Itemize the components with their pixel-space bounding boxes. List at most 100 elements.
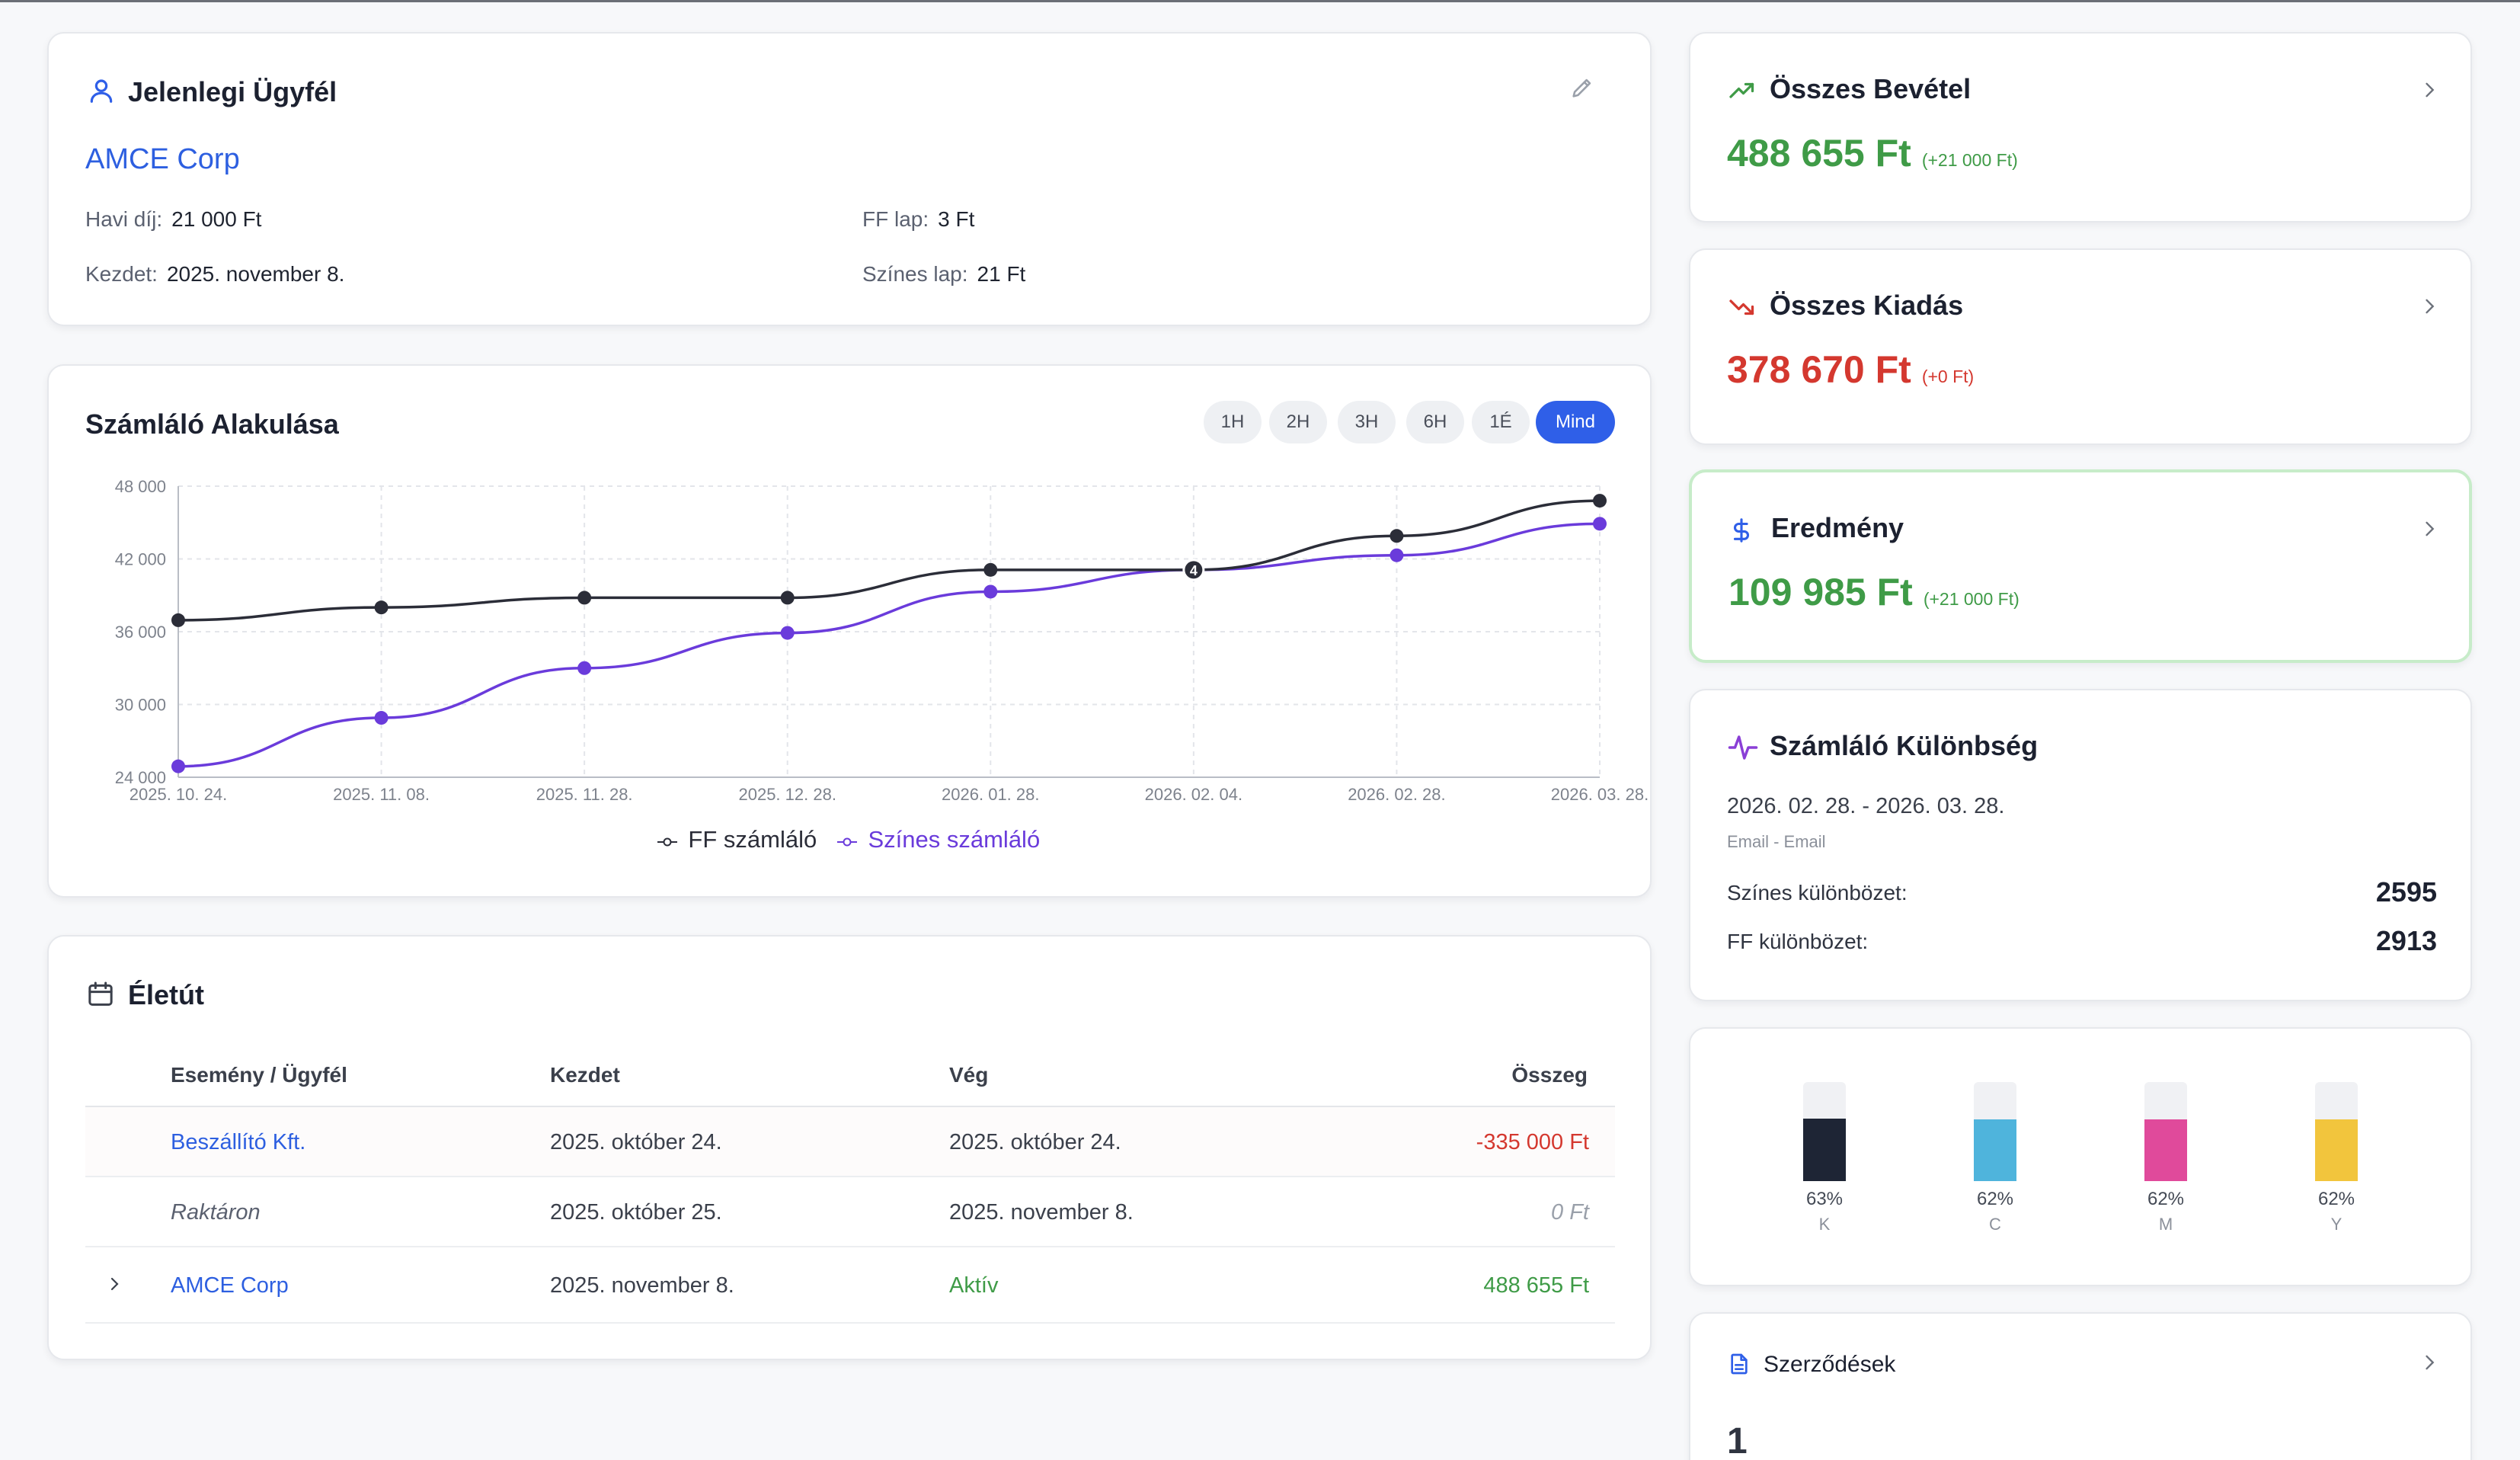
range-button-6h[interactable]: 6H xyxy=(1406,401,1464,443)
y-tick-label: 42 000 xyxy=(115,550,166,569)
income-value: 488 655 Ft (+21 000 Ft) xyxy=(1727,132,2018,174)
x-tick-label: 2026. 01. 28. xyxy=(942,785,1039,804)
event-end: 2025. november 8. xyxy=(949,1200,1134,1225)
x-tick-label: 2025. 10. 24. xyxy=(130,785,227,804)
dollar-icon xyxy=(1733,518,1749,543)
chevron-right-icon[interactable] xyxy=(2419,518,2440,539)
ink-c-fill xyxy=(1974,1119,2016,1181)
color-series-line xyxy=(177,522,1601,768)
ff-data-point xyxy=(1390,529,1404,543)
diff-source: Email - Email xyxy=(1727,832,1826,851)
ff-difference-row: FF különbözet: 2913 xyxy=(1727,925,2437,956)
result-card[interactable]: Eredmény 109 985 Ft (+21 000 Ft) xyxy=(1689,469,2472,663)
counter-line-chart: 24 000 30 000 36 000 42 000 48 000 2025. 10. … xyxy=(115,477,1649,804)
user-icon xyxy=(90,79,113,103)
event-name: Raktáron xyxy=(171,1200,261,1225)
counter-trend-card: Számláló Alakulása 1H 2H 3H 6H 1É Mind 2… xyxy=(47,364,1652,898)
ink-k-label: K xyxy=(1818,1215,1831,1234)
ff-data-point xyxy=(983,562,998,577)
range-button-3h[interactable]: 3H xyxy=(1338,401,1396,443)
ff-data-point xyxy=(171,613,185,627)
ink-c-label: C xyxy=(1989,1215,2001,1234)
event-end: 2025. október 24. xyxy=(949,1130,1121,1154)
ff-data-point xyxy=(780,591,795,605)
total-income-card[interactable]: Összes Bevétel 488 655 Ft (+21 000 Ft) xyxy=(1689,32,2472,223)
x-tick-label: 2025. 12. 28. xyxy=(738,785,836,804)
contract-start: Kezdet: 2025. november 8. xyxy=(85,262,345,286)
event-start: 2025. október 24. xyxy=(550,1130,722,1154)
chevron-right-icon[interactable] xyxy=(2419,1352,2440,1373)
lifecycle-title: Életút xyxy=(128,979,205,1010)
color-data-point xyxy=(171,759,185,773)
color-data-point xyxy=(1390,548,1404,562)
x-tick-label: 2026. 03. 28. xyxy=(1551,785,1649,804)
chevron-right-icon[interactable] xyxy=(105,1273,123,1295)
chevron-right-icon[interactable] xyxy=(2419,296,2440,317)
ink-m-fill xyxy=(2144,1119,2187,1181)
event-start: 2025. november 8. xyxy=(550,1273,734,1298)
trending-down-icon xyxy=(1729,299,1754,315)
ff-data-point xyxy=(374,600,389,615)
range-button-2h[interactable]: 2H xyxy=(1269,401,1327,443)
income-title: Összes Bevétel xyxy=(1770,73,1972,104)
event-start: 2025. október 25. xyxy=(550,1200,722,1225)
event-amount: 488 655 Ft xyxy=(1483,1273,1589,1298)
ink-y-percent: 62% xyxy=(2317,1189,2355,1209)
range-button-all[interactable]: Mind xyxy=(1536,401,1615,443)
header-amount: Összeg xyxy=(1511,1063,1588,1087)
ink-y-label: Y xyxy=(2330,1215,2343,1234)
table-header-divider xyxy=(85,1106,1615,1107)
edit-pencil-icon[interactable] xyxy=(1569,75,1595,101)
ink-k-percent: 63% xyxy=(1805,1189,1844,1209)
trending-up-icon xyxy=(1729,82,1754,98)
table-row[interactable]: AMCE Corp 2025. november 8. Aktív 488 65… xyxy=(85,1247,1615,1324)
highlighted-point xyxy=(1182,559,1205,581)
ink-k: 63% K xyxy=(1803,1082,1846,1234)
ff-data-point xyxy=(577,591,592,605)
event-name-link[interactable]: AMCE Corp xyxy=(171,1273,289,1298)
header-start: Kezdet xyxy=(550,1063,620,1087)
ff-data-point xyxy=(1593,494,1607,508)
ink-m: 62% M xyxy=(2144,1082,2187,1234)
x-tick-label: 2026. 02. 28. xyxy=(1348,785,1445,804)
chart-title: Számláló Alakulása xyxy=(85,408,339,440)
monthly-fee: Havi díj: 21 000 Ft xyxy=(85,207,262,231)
client-name-link[interactable]: AMCE Corp xyxy=(85,143,240,175)
ink-m-label: M xyxy=(2158,1215,2173,1234)
header-end: Vég xyxy=(949,1063,989,1087)
color-data-point xyxy=(577,661,592,675)
top-divider xyxy=(0,0,2520,2)
table-row[interactable]: Beszállító Kft. 2025. október 24. 2025. … xyxy=(85,1107,1615,1177)
color-data-point xyxy=(983,584,998,599)
chevron-right-icon[interactable] xyxy=(2419,79,2440,101)
y-tick-label: 24 000 xyxy=(115,768,166,787)
event-name-link[interactable]: Beszállító Kft. xyxy=(171,1130,306,1154)
ink-c-percent: 62% xyxy=(1976,1189,2014,1209)
ink-y-fill xyxy=(2315,1119,2358,1181)
activity-pulse-icon xyxy=(1728,735,1758,760)
x-tick-label: 2026. 02. 04. xyxy=(1145,785,1242,804)
expense-value: 378 670 Ft (+0 Ft) xyxy=(1727,348,1975,391)
event-amount: -335 000 Ft xyxy=(1476,1130,1589,1154)
current-client-card: Jelenlegi Ügyfél AMCE Corp Havi díj: 21 0… xyxy=(47,32,1652,326)
ink-m-percent: 62% xyxy=(2147,1189,2185,1209)
expense-title: Összes Kiadás xyxy=(1770,290,1964,321)
client-card-title: Jelenlegi Ügyfél xyxy=(128,76,337,107)
total-expense-card[interactable]: Összes Kiadás 378 670 Ft (+0 Ft) xyxy=(1689,248,2472,445)
range-button-1h[interactable]: 1H xyxy=(1204,401,1262,443)
counter-diff-title: Számláló Különbség xyxy=(1770,730,2039,761)
table-row[interactable]: Raktáron 2025. október 25. 2025. novembe… xyxy=(85,1177,1615,1247)
range-button-1y[interactable]: 1É xyxy=(1472,401,1530,443)
legend-color[interactable]: Színes számláló xyxy=(836,826,1044,853)
contracts-card[interactable]: Szerződések 1 xyxy=(1689,1312,2472,1460)
color-data-point xyxy=(374,711,389,725)
counter-difference-card: Számláló Különbség 2026. 02. 28. - 2026.… xyxy=(1689,689,2472,1001)
ff-series-line xyxy=(177,499,1601,622)
contracts-count: 1 xyxy=(1727,1421,1748,1460)
legend-ff[interactable]: FF számláló xyxy=(657,826,821,853)
ink-c: 62% C xyxy=(1974,1082,2016,1234)
x-tick-label: 2025. 11. 08. xyxy=(333,785,430,804)
y-tick-label: 48 000 xyxy=(115,477,166,496)
event-status: Aktív xyxy=(949,1273,999,1298)
highlighted-point-label: 4 xyxy=(1190,563,1198,578)
